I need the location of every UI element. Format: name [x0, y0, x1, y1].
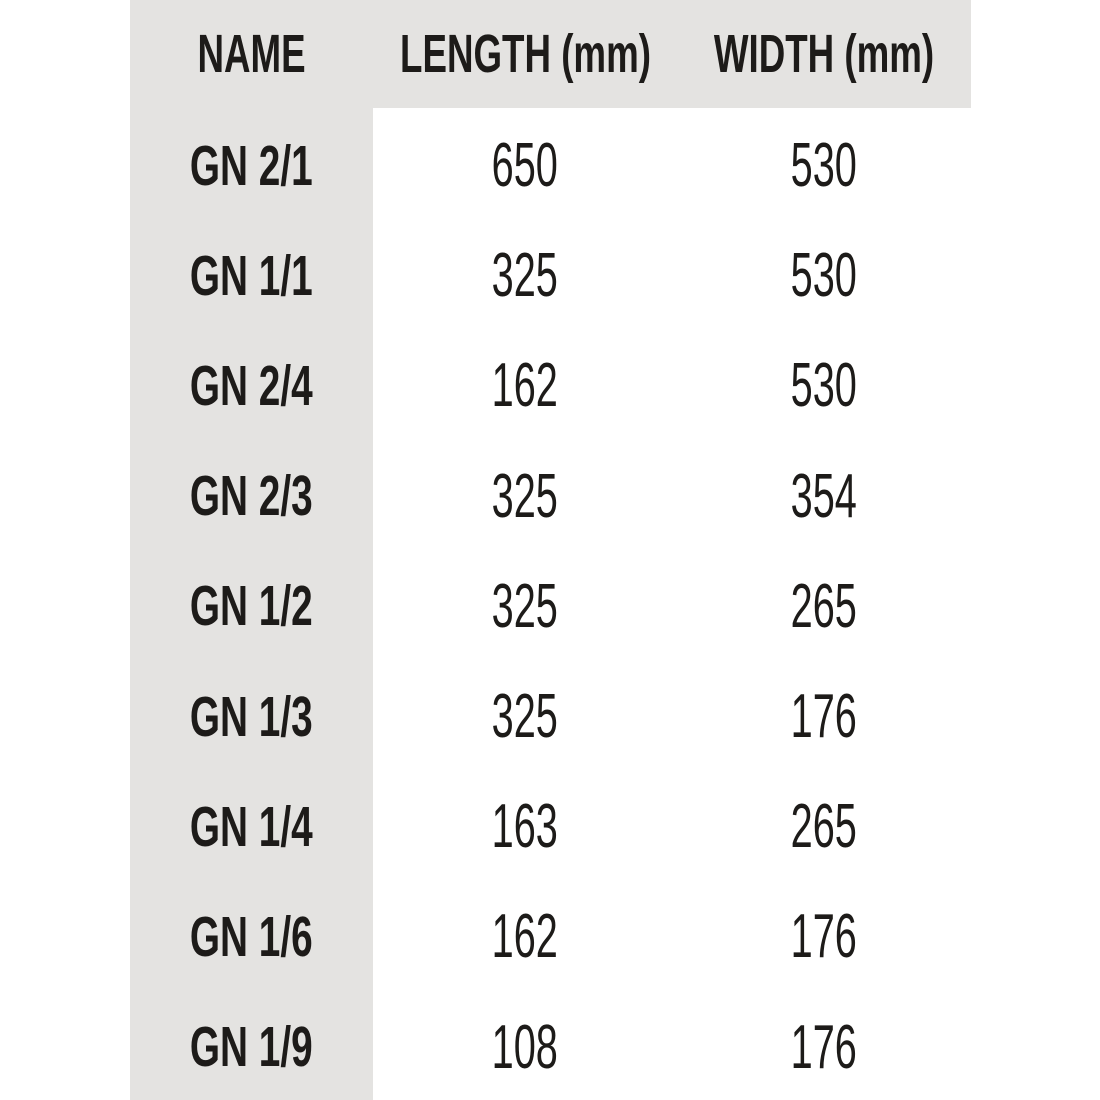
header-name-label: NAME [197, 24, 306, 84]
cell-name: GN 2/3 [130, 438, 373, 549]
cell-length: 325 [373, 659, 677, 769]
cell-name: GN 1/1 [130, 218, 373, 329]
cell-width: 530 [677, 108, 971, 218]
row-length-text: 325 [491, 571, 559, 641]
cell-width: 354 [677, 439, 971, 549]
cell-width: 176 [677, 990, 971, 1100]
header-length-label: LENGTH (mm) [399, 24, 651, 84]
table-row: GN 2/4 162 530 [130, 328, 971, 439]
table-row: GN 1/4 163 265 [130, 769, 971, 880]
row-width-text: 530 [790, 131, 858, 201]
row-name-text: GN 1/1 [190, 243, 313, 308]
cell-width: 176 [677, 879, 971, 989]
table-row: GN 1/3 325 176 [130, 658, 971, 770]
table-row: GN 2/1 650 530 [130, 108, 971, 219]
header-cell-length: LENGTH (mm) [373, 0, 677, 108]
cell-width: 530 [677, 328, 971, 438]
row-length-text: 650 [491, 131, 559, 201]
header-width-label: WIDTH (mm) [713, 24, 935, 84]
row-width-text: 530 [790, 351, 858, 421]
table-header-row: NAME LENGTH (mm) WIDTH (mm) [130, 0, 971, 108]
row-width-text: 265 [790, 792, 858, 862]
row-name-text: GN 1/9 [190, 1015, 313, 1080]
size-spec-table: NAME LENGTH (mm) WIDTH (mm) GN 2/1 650 5… [130, 0, 971, 1100]
cell-name: GN 1/2 [130, 548, 373, 659]
cell-length: 108 [373, 990, 677, 1100]
row-length-text: 325 [491, 241, 559, 311]
row-length-text: 162 [491, 902, 559, 972]
row-length-text: 162 [491, 351, 559, 421]
cell-width: 265 [677, 549, 971, 659]
table-row: GN 2/3 325 354 [130, 438, 971, 549]
table-row: GN 1/6 162 176 [130, 879, 971, 990]
cell-name: GN 2/1 [130, 108, 373, 219]
row-width-text: 176 [790, 902, 858, 972]
row-width-text: 176 [790, 1012, 858, 1082]
row-name-text: GN 1/4 [190, 794, 313, 859]
cell-length: 325 [373, 439, 677, 549]
cell-width: 265 [677, 769, 971, 879]
header-cell-name: NAME [130, 0, 373, 108]
row-name-text: GN 2/4 [190, 353, 313, 418]
row-length-text: 325 [491, 461, 559, 531]
row-width-text: 354 [790, 461, 858, 531]
row-width-text: 265 [790, 571, 858, 641]
row-name-text: GN 2/3 [190, 464, 313, 529]
cell-name: GN 1/3 [130, 658, 373, 770]
cell-name: GN 1/6 [130, 879, 373, 990]
row-name-text: GN 1/3 [190, 684, 313, 749]
cell-length: 650 [373, 108, 677, 218]
cell-length: 325 [373, 549, 677, 659]
cell-length: 325 [373, 218, 677, 328]
row-name-text: GN 1/6 [190, 904, 313, 969]
row-width-text: 530 [790, 241, 858, 311]
header-cell-width: WIDTH (mm) [677, 0, 971, 108]
row-length-text: 163 [491, 792, 559, 862]
cell-width: 176 [677, 659, 971, 769]
table-row: GN 1/1 325 530 [130, 218, 971, 329]
row-name-text: GN 1/2 [190, 574, 313, 639]
cell-length: 163 [373, 769, 677, 879]
row-width-text: 176 [790, 682, 858, 752]
row-name-text: GN 2/1 [190, 133, 313, 198]
table-row: GN 1/9 108 176 [130, 989, 971, 1100]
cell-length: 162 [373, 879, 677, 989]
cell-width: 530 [677, 218, 971, 328]
cell-name: GN 1/4 [130, 769, 373, 880]
row-length-text: 108 [491, 1012, 559, 1082]
row-length-text: 325 [491, 682, 559, 752]
table-row: GN 1/2 325 265 [130, 548, 971, 659]
cell-name: GN 2/4 [130, 328, 373, 439]
cell-name: GN 1/9 [130, 989, 373, 1100]
cell-length: 162 [373, 328, 677, 438]
